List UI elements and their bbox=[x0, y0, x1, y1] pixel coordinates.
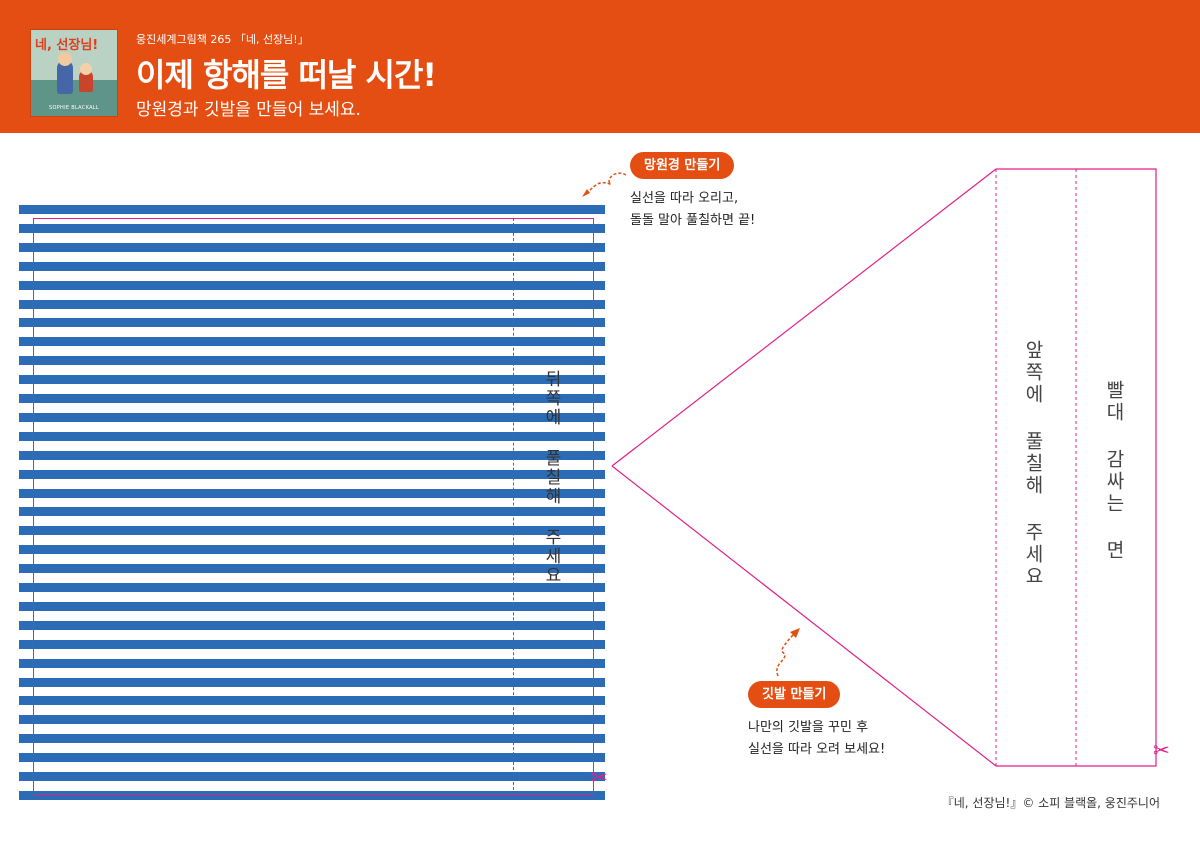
stripe bbox=[19, 715, 605, 725]
book-cover: 네, 선장님! SOPHIE BLACKALL bbox=[30, 29, 118, 117]
stripe bbox=[19, 545, 605, 555]
stripe bbox=[19, 620, 605, 630]
series-label: 웅진세계그림책 265 「네, 선장님!」 bbox=[136, 33, 309, 46]
stripe bbox=[19, 280, 605, 290]
stripe bbox=[19, 601, 605, 611]
stripe bbox=[19, 431, 605, 441]
stripe bbox=[19, 337, 605, 347]
stripe bbox=[19, 753, 605, 763]
stripe bbox=[19, 734, 605, 744]
stripe bbox=[19, 261, 605, 271]
stripe bbox=[19, 223, 605, 233]
stripe bbox=[19, 658, 605, 668]
stripe bbox=[19, 394, 605, 403]
flag-instructions: 나만의 깃발을 꾸민 후 실선을 따라 오려 보세요! bbox=[748, 717, 885, 761]
telescope-cut-line bbox=[33, 218, 594, 795]
stripe bbox=[19, 526, 605, 536]
copyright-credit: 『네, 선장님!』© 소피 블랙올, 웅진주니어 bbox=[941, 796, 1160, 810]
telescope-instruction-line: 실선을 따라 오리고, bbox=[630, 191, 739, 206]
flag-glue-label: 앞쪽에 풀칠해 주세요 bbox=[1022, 340, 1044, 588]
stripe bbox=[19, 299, 605, 309]
stripe bbox=[19, 790, 605, 800]
scissors-icon: ✂ bbox=[1153, 738, 1170, 762]
flag-instruction-line: 실선을 따라 오려 보세요! bbox=[748, 742, 886, 757]
stripe bbox=[19, 639, 605, 649]
flag-straw-label: 빨대 감싸는 면 bbox=[1103, 380, 1125, 562]
stripe bbox=[19, 242, 605, 252]
telescope-glue-label: 뒤쪽에 풀칠해 주세요 bbox=[541, 370, 561, 585]
stripe bbox=[19, 375, 605, 385]
stripe bbox=[19, 318, 605, 328]
flag-title-pill: 깃발 만들기 bbox=[748, 681, 841, 708]
telescope-glue-line bbox=[513, 218, 514, 795]
stripe bbox=[19, 205, 605, 214]
telescope-instructions: 실선을 따라 오리고, 돌돌 말아 풀칠하면 끝! bbox=[630, 188, 755, 232]
stripe bbox=[19, 772, 605, 781]
telescope-title-pill: 망원경 만들기 bbox=[630, 152, 735, 179]
stripe bbox=[19, 412, 605, 422]
header-banner: 네, 선장님! SOPHIE BLACKALL 웅진세계그림책 265 「네, … bbox=[0, 0, 1200, 133]
stripe bbox=[19, 583, 605, 592]
dashed-arrow-icon bbox=[582, 172, 627, 197]
scissors-icon: ✂ bbox=[591, 765, 608, 789]
stripe bbox=[19, 356, 605, 366]
page-title: 이제 항해를 떠날 시간! bbox=[136, 56, 437, 94]
stripe bbox=[19, 696, 605, 706]
telescope-stripes bbox=[19, 205, 605, 804]
stripe bbox=[19, 677, 605, 687]
cover-title: 네, 선장님! bbox=[35, 38, 99, 53]
stripe bbox=[19, 469, 605, 479]
stripe bbox=[19, 488, 605, 498]
stripe bbox=[19, 507, 605, 517]
flag-instruction-line: 나만의 깃발을 꾸민 후 bbox=[748, 720, 869, 735]
telescope-instruction-line: 돌돌 말아 풀칠하면 끝! bbox=[630, 213, 756, 228]
stripe bbox=[19, 564, 605, 574]
stripe bbox=[19, 450, 605, 460]
cover-author: SOPHIE BLACKALL bbox=[49, 105, 99, 111]
page-subtitle: 망원경과 깃발을 만들어 보세요. bbox=[136, 100, 361, 120]
dashed-arrow-icon bbox=[776, 628, 800, 677]
